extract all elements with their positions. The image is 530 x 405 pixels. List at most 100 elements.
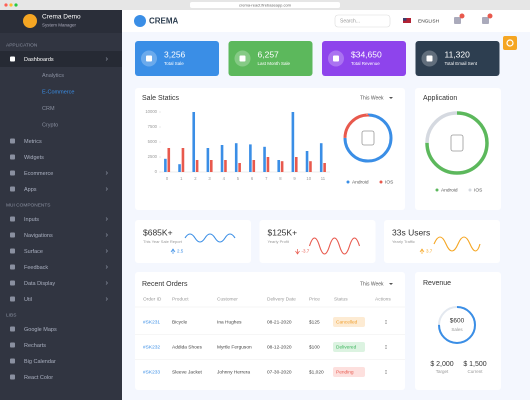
submenu-item[interactable]: Crypto (42, 122, 58, 128)
y-tick-label: 0 (155, 169, 158, 174)
y-tick-label: 5000 (148, 139, 158, 144)
cell: Addida Shoes (172, 345, 202, 351)
cell: Johnny Herrera (217, 370, 250, 376)
menu-item[interactable]: Inputs (24, 217, 39, 223)
menu-item[interactable]: Navigations (24, 233, 53, 239)
chevron (105, 297, 108, 301)
message-icon[interactable] (482, 17, 489, 24)
submenu-item[interactable]: CRM (42, 106, 55, 112)
card-title: Sale Statics (142, 95, 179, 102)
cell: Sleeve Jacket (172, 370, 203, 376)
action-dot[interactable] (385, 373, 387, 374)
legend-label: IOS (474, 188, 482, 194)
section-heading: LIBS (6, 312, 16, 318)
chevron (105, 187, 108, 191)
action-dot[interactable] (385, 345, 387, 346)
chevron (105, 281, 108, 285)
bar (167, 148, 171, 172)
action-dot[interactable] (385, 323, 387, 324)
logo[interactable]: CREMA (149, 17, 179, 26)
menu-item[interactable]: Apps (24, 187, 37, 193)
bar (224, 160, 227, 172)
column-header: Status (334, 296, 348, 302)
order-id[interactable]: #SK233 (143, 370, 160, 376)
target-value: $ 2,000 (430, 361, 453, 368)
status: Delivered (336, 345, 357, 351)
menu-item[interactable]: Dashboards (24, 57, 54, 63)
x-tick-label: 5 (237, 176, 240, 181)
x-tick-label: 7 (265, 176, 268, 181)
logo-icon[interactable] (134, 15, 146, 27)
stat-label: Total Revenue (351, 61, 380, 66)
chevron (105, 217, 108, 221)
y-tick-label: 10000 (145, 109, 157, 114)
action-dot[interactable] (385, 321, 387, 323)
x-tick-label: 11 (321, 176, 326, 181)
x-tick-label: 8 (279, 176, 282, 181)
column-header: Customer (217, 296, 238, 302)
x-tick-label: 6 (251, 176, 254, 181)
badge (459, 13, 465, 19)
x-tick-label: 3 (208, 176, 211, 181)
menu-icon (10, 154, 15, 160)
language[interactable]: ENGLISH (418, 19, 440, 25)
menu-item[interactable]: Surface (24, 249, 43, 255)
report-value: $685K+ (143, 227, 173, 237)
cell: 08-12-2020 (267, 345, 292, 351)
submenu-item[interactable]: Analytics (42, 73, 64, 79)
stat-value: 11,320 (445, 49, 471, 59)
menu-item[interactable]: React Color (24, 375, 53, 381)
card-title: Revenue (423, 280, 451, 287)
filter[interactable]: This Week (360, 95, 384, 101)
menu-item[interactable]: Ecommerce (24, 171, 53, 177)
menu-active-row (0, 51, 122, 67)
status-pill (333, 367, 365, 377)
current-label: Current (467, 369, 483, 374)
action-dot[interactable] (385, 320, 387, 321)
badge (487, 13, 493, 19)
action-dot[interactable] (385, 371, 387, 373)
order-id[interactable]: #SK232 (143, 345, 160, 351)
menu-item[interactable]: Recharts (24, 343, 46, 349)
flag-part (403, 18, 407, 21)
menu-icon (10, 216, 15, 222)
stat-value: $34,650 (351, 49, 382, 59)
report-change: -3.7 (302, 249, 310, 254)
column-header: Order ID (143, 296, 162, 302)
order-id[interactable]: #SK231 (143, 320, 160, 326)
stat-card (322, 41, 406, 76)
stat-card (415, 41, 500, 76)
menu-item[interactable]: Widgets (24, 155, 44, 161)
menu-item[interactable]: Big Calendar (24, 359, 56, 365)
menu-item[interactable]: Data Display (24, 281, 55, 287)
menu-item[interactable]: Util (24, 297, 32, 303)
flag[interactable] (403, 18, 411, 23)
x-tick-label: 2 (194, 176, 197, 181)
user-role: System Manager (42, 23, 77, 28)
action-dot[interactable] (385, 346, 387, 348)
stat-card (135, 41, 219, 76)
stat-icon-glyph (333, 55, 339, 62)
search-box[interactable] (334, 14, 391, 28)
submenu-item[interactable]: E-Commerce (42, 89, 74, 95)
stat-value: 6,257 (258, 49, 280, 59)
settings-button[interactable] (503, 36, 517, 50)
search-placeholder[interactable]: Search... (340, 19, 360, 25)
action-dot[interactable] (385, 370, 387, 371)
legend-dot (468, 188, 472, 192)
target-label: Target (436, 369, 449, 374)
filter[interactable]: This Week (360, 281, 384, 287)
card (135, 220, 251, 263)
bar (195, 160, 199, 172)
chevron (105, 249, 108, 253)
x-tick-label: 10 (306, 176, 311, 181)
trend-arrow (295, 249, 300, 255)
bar (192, 112, 196, 172)
menu-item[interactable]: Metrics (24, 139, 42, 145)
dot (4, 3, 8, 7)
menu-item[interactable]: Feedback (24, 265, 48, 271)
notification-icon[interactable] (454, 17, 461, 24)
bar (181, 148, 185, 172)
menu-item[interactable]: Google Maps (24, 327, 57, 333)
action-dot[interactable] (385, 348, 387, 349)
